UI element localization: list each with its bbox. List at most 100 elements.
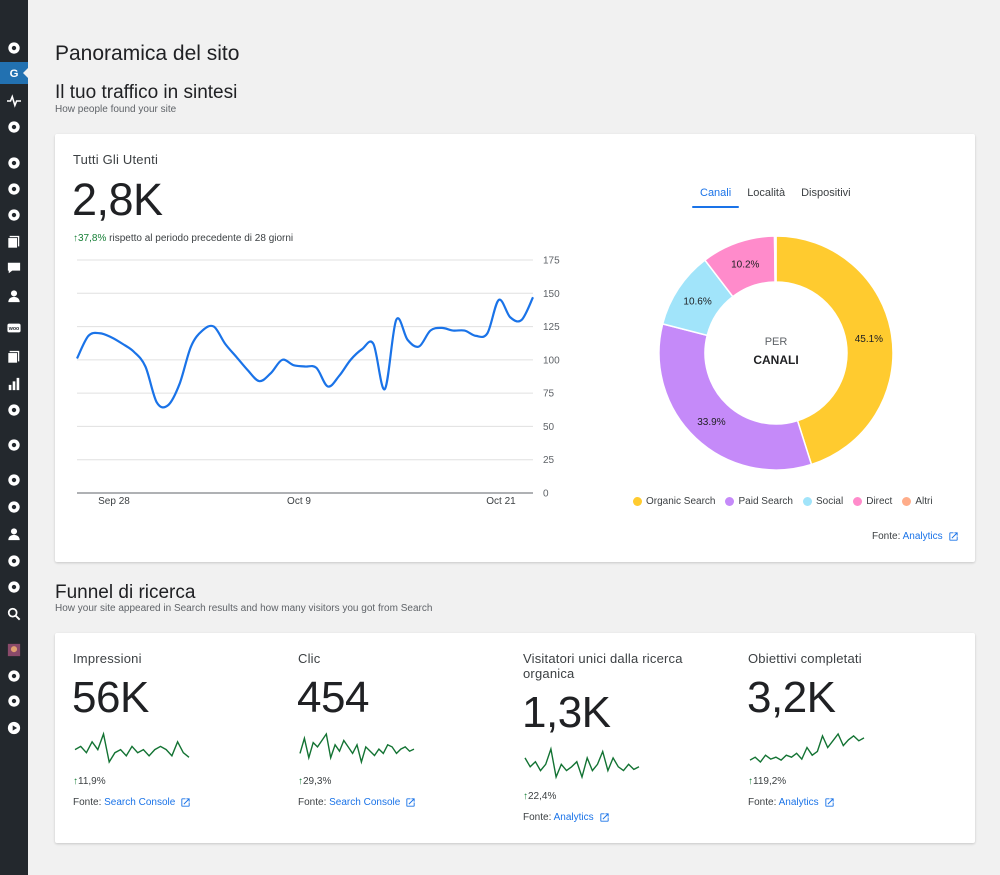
y-tick-label: 75 bbox=[543, 389, 555, 400]
legend-item-direct[interactable]: Direct bbox=[853, 496, 892, 507]
archive-icon[interactable] bbox=[6, 349, 22, 365]
sparkline-series bbox=[524, 746, 640, 780]
external-link-icon[interactable] bbox=[405, 797, 416, 808]
legend-dot bbox=[633, 497, 642, 506]
play-icon[interactable] bbox=[6, 720, 22, 736]
funnel-source-link[interactable]: Search Console bbox=[329, 797, 401, 809]
legend-label: Social bbox=[815, 496, 844, 507]
funnel-sparkline bbox=[74, 731, 190, 764]
funnel-metric-value: 56K bbox=[72, 673, 149, 722]
stats-icon[interactable] bbox=[6, 376, 22, 392]
funnel-metric-delta: ↑22,4% bbox=[523, 791, 556, 802]
external-link-icon[interactable] bbox=[948, 531, 959, 542]
y-tick-label: 25 bbox=[543, 455, 555, 466]
donut-center-top: PER bbox=[764, 336, 788, 348]
tab-localita[interactable]: Località bbox=[747, 187, 786, 199]
funnel-metric-delta-value: 29,3% bbox=[303, 776, 332, 787]
comment-icon[interactable] bbox=[6, 260, 22, 276]
wrench-icon[interactable] bbox=[6, 553, 22, 569]
donut-slice-altri[interactable] bbox=[773, 235, 777, 283]
funnel-source-label: Fonte: bbox=[523, 812, 552, 824]
traffic-section-subtitle: How people found your site bbox=[55, 104, 177, 115]
pin-icon[interactable] bbox=[6, 155, 22, 171]
legend-item-organic-search[interactable]: Organic Search bbox=[633, 496, 715, 507]
funnel-metric-source: Fonte: Analytics bbox=[748, 797, 835, 808]
g-circle-icon[interactable] bbox=[6, 207, 22, 223]
funnel-metric-label: Clic bbox=[298, 651, 321, 666]
funnel-source-link[interactable]: Analytics bbox=[553, 812, 594, 824]
donut-slice-label: 10.2% bbox=[731, 260, 759, 271]
funnel-sparkline bbox=[524, 746, 640, 780]
user-icon[interactable] bbox=[6, 288, 22, 304]
y-tick-label: 50 bbox=[543, 422, 555, 433]
external-link-icon[interactable] bbox=[180, 797, 191, 808]
y-tick-label: 100 bbox=[543, 355, 560, 366]
svg-text:G: G bbox=[10, 68, 19, 80]
tab-canali[interactable]: Canali bbox=[692, 186, 740, 208]
octopus-icon[interactable] bbox=[6, 668, 22, 684]
sidebar-active-highlight bbox=[0, 62, 28, 84]
plug-icon[interactable] bbox=[6, 499, 22, 515]
tab-dispositivi[interactable]: Dispositivi bbox=[801, 187, 851, 199]
users-icon[interactable] bbox=[6, 526, 22, 542]
funnel-metric-delta: ↑29,3% bbox=[298, 776, 331, 787]
delta-arrow-up-icon: ↑ bbox=[298, 776, 303, 787]
brush-icon[interactable] bbox=[6, 472, 22, 488]
woo-icon[interactable]: woo bbox=[6, 320, 22, 336]
funnel-metric-value: 3,2K bbox=[747, 673, 836, 722]
donut-slice-organic-search[interactable] bbox=[775, 235, 894, 466]
media-icon[interactable] bbox=[6, 181, 22, 197]
plus-square-icon[interactable] bbox=[6, 579, 22, 595]
megaphone-icon[interactable] bbox=[6, 402, 22, 418]
traffic-tabs: Canali Località Dispositivi bbox=[692, 186, 859, 208]
users-series-line[interactable] bbox=[76, 296, 534, 409]
legend-item-social[interactable]: Social bbox=[802, 496, 844, 507]
funnel-metric-label: Impressioni bbox=[73, 651, 142, 666]
external-link-icon[interactable] bbox=[599, 812, 610, 823]
channels-donut-chart: 45.1% 33.9% 10.6% 10.2% bbox=[658, 235, 894, 471]
donut-legend: Organic Search Paid Search Social Direct Alt… bbox=[633, 496, 943, 507]
refresh-icon[interactable] bbox=[6, 693, 22, 709]
gauge-icon[interactable] bbox=[6, 119, 22, 135]
delta-arrow-up-icon: ↑ bbox=[523, 791, 528, 802]
funnel-source-link[interactable]: Search Console bbox=[104, 797, 176, 809]
funnel-metric-delta-value: 119,2% bbox=[753, 776, 787, 787]
legend-item-paid-search[interactable]: Paid Search bbox=[725, 496, 793, 507]
y-tick-label: 175 bbox=[543, 256, 560, 267]
x-tick-label: Oct 9 bbox=[287, 496, 311, 507]
legend-label: Altri bbox=[915, 496, 933, 507]
all-users-label: Tutti Gli Utenti bbox=[73, 152, 159, 167]
search-icon[interactable] bbox=[6, 606, 22, 622]
page-title: Panoramica del sito bbox=[55, 42, 240, 65]
funnel-metric-label: Obiettivi completati bbox=[748, 651, 862, 666]
donut-slice-label: 45.1% bbox=[855, 334, 883, 345]
funnel-metric-delta: ↑11,9% bbox=[73, 776, 106, 787]
legend-dot bbox=[802, 497, 812, 506]
avatar-icon[interactable] bbox=[6, 642, 22, 658]
pages-icon[interactable] bbox=[6, 234, 22, 250]
dashboard-icon[interactable] bbox=[6, 40, 22, 56]
funnel-source-label: Fonte: bbox=[298, 797, 327, 809]
y-tick-label: 0 bbox=[543, 489, 549, 500]
funnel-section-title: Funnel di ricerca bbox=[55, 582, 196, 603]
google-icon[interactable]: G bbox=[6, 65, 22, 81]
funnel-source-link[interactable]: Analytics bbox=[778, 797, 819, 809]
y-tick-label: 125 bbox=[543, 322, 560, 333]
funnel-sparkline bbox=[749, 732, 865, 764]
legend-label: Organic Search bbox=[646, 496, 716, 507]
traffic-source-link[interactable]: Analytics bbox=[902, 531, 943, 543]
legend-dot bbox=[902, 497, 912, 506]
external-link-icon[interactable] bbox=[824, 797, 835, 808]
legend-item-altri[interactable]: Altri bbox=[902, 496, 933, 507]
all-users-delta: ↑37,8% rispetto al periodo precedente di… bbox=[73, 233, 293, 244]
funnel-metric-delta: ↑119,2% bbox=[748, 776, 786, 787]
all-users-delta-text: rispetto al periodo precedente di 28 gio… bbox=[109, 233, 294, 244]
pulse-icon[interactable] bbox=[6, 93, 22, 109]
users-line-chart: 0 25 50 75 100 125 150 175 Sep 28 Oct 9 Oct 21 bbox=[76, 256, 560, 507]
x-tick-label: Sep 28 bbox=[98, 496, 130, 507]
funnel-card: Impressioni 56K ↑11,9% Fonte: Search Consol… bbox=[55, 633, 975, 843]
legend-dot bbox=[725, 497, 735, 506]
g-logo-icon[interactable] bbox=[6, 437, 22, 453]
donut-slice-paid-search[interactable] bbox=[658, 322, 813, 471]
